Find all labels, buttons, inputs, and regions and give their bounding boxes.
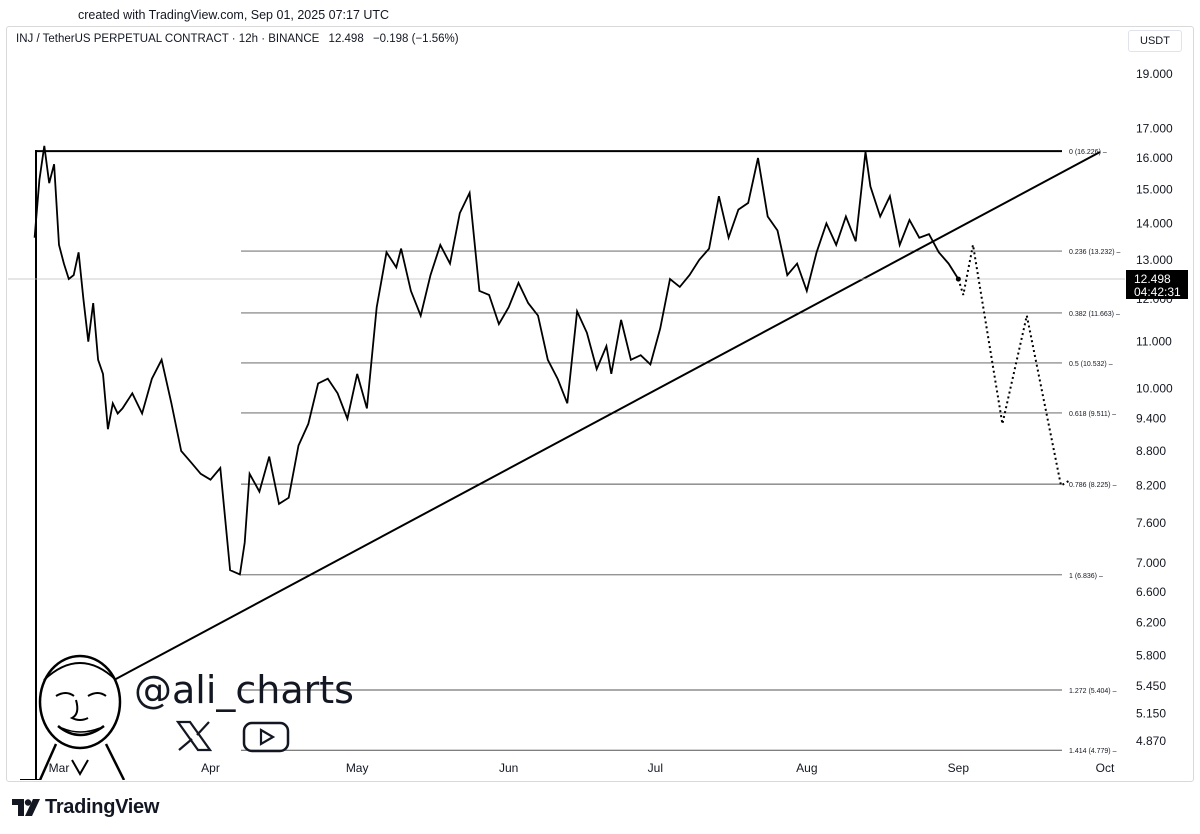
fib-label: 0.786 (8.225) –: [1069, 482, 1117, 489]
price-series-line: [33, 145, 960, 576]
avatar-illustration: [20, 654, 126, 781]
y-tick-label: 6.600: [1136, 585, 1166, 599]
rising-trendline: [57, 151, 1101, 711]
x-tick-label: Oct: [1096, 761, 1115, 775]
y-axis: 19.00017.00016.00015.00014.00013.00012.0…: [1136, 67, 1173, 748]
price-label: 12.498 04:42:31: [1126, 270, 1188, 299]
x-tick-label: Sep: [948, 761, 970, 775]
youtube-icon[interactable]: [242, 720, 290, 754]
last-price: 12.498: [328, 33, 364, 45]
fib-label: 0.618 (9.511) –: [1069, 411, 1116, 418]
x-tick-label: May: [346, 761, 369, 775]
y-tick-label: 4.870: [1136, 734, 1166, 748]
price-change: −0.198 (−1.56%): [372, 33, 459, 45]
y-tick-label: 7.600: [1136, 516, 1166, 530]
price-label-countdown: 04:42:31: [1134, 285, 1181, 299]
y-tick-label: 17.000: [1136, 121, 1173, 135]
chart-frame: [6, 26, 1194, 782]
y-tick-label: 15.000: [1136, 183, 1173, 197]
symbol-header: INJ / TetherUS PERPETUAL CONTRACT · 12h …: [16, 33, 459, 45]
x-tick-label: Aug: [796, 761, 817, 775]
fib-label: 0 (16.226) –: [1069, 149, 1107, 156]
y-tick-label: 14.000: [1136, 216, 1173, 230]
x-tick-label: Mar: [49, 761, 70, 775]
triangle-lines: [8, 150, 1125, 780]
y-tick-label: 19.000: [1136, 67, 1173, 81]
y-tick-label: 5.450: [1136, 679, 1166, 693]
y-tick-label: 10.000: [1136, 381, 1173, 395]
x-icon[interactable]: [176, 720, 212, 752]
fib-label: 0.5 (10.532) –: [1069, 361, 1113, 368]
x-tick-label: Jul: [648, 761, 663, 775]
created-with-note: created with TradingView.com, Sep 01, 20…: [78, 8, 390, 22]
x-tick-label: Apr: [201, 761, 220, 775]
y-tick-label: 7.000: [1136, 556, 1166, 570]
fib-label: 0.382 (11.663) –: [1069, 311, 1120, 318]
y-tick-label: 9.400: [1136, 412, 1166, 426]
x-axis: Mar Apr May Jun Jul Aug Sep Oct: [49, 761, 1115, 775]
fib-label: 1.414 (4.779) –: [1069, 748, 1117, 755]
fib-levels: 0 (16.226) – 0.236 (13.232) – 0.382 (11.66…: [36, 149, 1120, 755]
tradingview-wordmark: TradingView: [45, 796, 160, 818]
series-layer: [33, 145, 1072, 576]
y-tick-label: 13.000: [1136, 253, 1173, 267]
y-tick-label: 6.200: [1136, 616, 1166, 630]
price-label-box: [1126, 270, 1188, 299]
last-price-point: [955, 276, 961, 282]
y-tick-label: 11.000: [1136, 335, 1172, 349]
price-label-value: 12.498: [1134, 272, 1171, 286]
currency-button[interactable]: USDT: [1128, 30, 1182, 52]
fib-label: 1 (6.836) –: [1069, 573, 1103, 580]
y-tick-label: 8.200: [1136, 479, 1166, 493]
y-tick-label: 5.150: [1136, 707, 1166, 721]
tradingview-logo-icon: [12, 798, 40, 816]
fib-label: 1.272 (5.404) –: [1069, 688, 1117, 695]
y-tick-label: 16.000: [1136, 151, 1173, 165]
projection-series-line: [957, 244, 1072, 488]
watermark: [10, 640, 150, 785]
y-tick-label: 8.800: [1136, 444, 1166, 458]
fib-label: 0.236 (13.232) –: [1069, 249, 1120, 256]
y-tick-label: 5.800: [1136, 648, 1166, 662]
symbol-name[interactable]: INJ / TetherUS PERPETUAL CONTRACT · 12h …: [16, 33, 320, 45]
handle-text: @ali_charts: [134, 668, 354, 712]
x-tick-label: Jun: [499, 761, 518, 775]
tradingview-logo[interactable]: TradingView: [12, 796, 159, 819]
